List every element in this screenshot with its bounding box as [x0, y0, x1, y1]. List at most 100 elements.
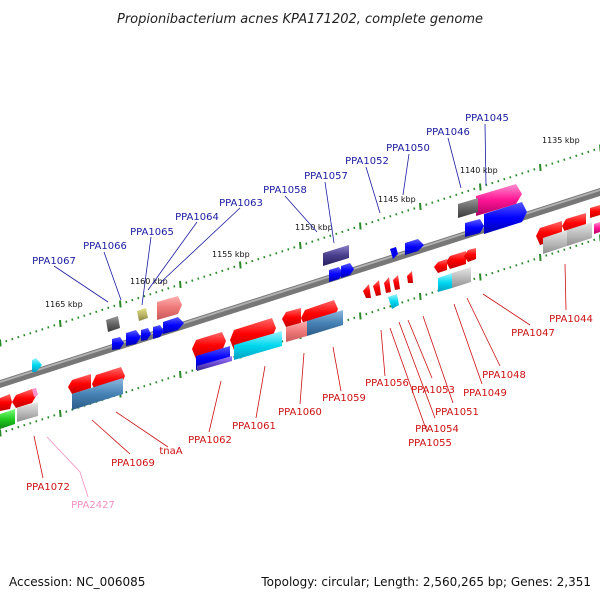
gene-PPA2427[interactable] [17, 402, 38, 422]
inner-tick [563, 248, 566, 251]
gene-PPA1055[interactable] [373, 280, 381, 296]
label-PPA1069[interactable]: PPA1069 [111, 458, 155, 469]
label-PPA1062[interactable]: PPA1062 [188, 435, 232, 446]
outer-tick [371, 220, 374, 224]
gene-PPA1060[interactable] [282, 308, 301, 327]
gene-block-cyan-1049[interactable] [438, 273, 452, 292]
reverse-strand-features [0, 213, 592, 429]
gene-block-red-1049b[interactable] [434, 259, 447, 273]
gene-block-right-edge-pink[interactable] [594, 222, 600, 234]
inner-tick [401, 301, 404, 304]
gene-block-blue-1066[interactable] [126, 330, 141, 346]
inner-tick [491, 271, 494, 275]
label-tnaA[interactable]: tnaA [159, 446, 182, 457]
outer-tick [125, 300, 128, 304]
label-PPA1066[interactable]: PPA1066 [83, 241, 127, 252]
label-PPA1061[interactable]: PPA1061 [232, 421, 276, 432]
gene-PPA1045[interactable] [476, 184, 522, 216]
label-PPA1063[interactable]: PPA1063 [219, 198, 263, 209]
gene-block-blue-1065[interactable] [153, 325, 164, 339]
label-PPA1067[interactable]: PPA1067 [32, 256, 76, 267]
gene-block-steel-1059[interactable] [307, 310, 343, 336]
inner-tick [473, 277, 476, 281]
gene-PPA1066[interactable] [106, 316, 120, 332]
outer-tick [509, 176, 512, 179]
gene-PPA1067[interactable] [112, 337, 124, 350]
gene-PPA1053[interactable] [393, 275, 400, 290]
label-PPA1059[interactable]: PPA1059 [322, 393, 366, 404]
label-PPA1058[interactable]: PPA1058 [263, 185, 307, 196]
inner-tick [407, 299, 410, 302]
gene-block-blue-1057a[interactable] [329, 267, 343, 282]
inner-tick [521, 262, 524, 265]
gene-block-right-edge-red[interactable] [590, 205, 600, 218]
gene-block-gray-1044[interactable] [543, 230, 567, 254]
inner-tick [23, 423, 26, 427]
gene-PPA1051[interactable] [407, 271, 413, 283]
label-PPA1052[interactable]: PPA1052 [345, 156, 389, 167]
inner-tick [65, 410, 68, 413]
gene-block-green-left[interactable] [0, 409, 15, 429]
inner-tick [161, 379, 164, 382]
gene-block-gray-1047[interactable] [567, 222, 592, 246]
label-PPA1072[interactable]: PPA1072 [26, 482, 70, 493]
gene-block-blue-right[interactable] [484, 202, 527, 234]
outer-tick [389, 215, 392, 218]
outer-tick [167, 287, 170, 290]
gene-PPA1069[interactable] [68, 374, 91, 394]
label-PPA1049[interactable]: PPA1049 [463, 388, 507, 399]
scale-label-1160: 1160 kbp [130, 277, 168, 286]
gene-PPA1052[interactable] [390, 247, 398, 259]
gene-block-blue-1065b[interactable] [141, 328, 151, 341]
label-PPA2427[interactable]: PPA2427 [71, 500, 115, 511]
outer-tick-row [0, 144, 600, 347]
gene-block-blue-1057b[interactable] [341, 263, 354, 278]
label-PPA1051[interactable]: PPA1051 [435, 407, 479, 418]
gene-block-purple-1062[interactable] [197, 356, 232, 371]
label-PPA1045[interactable]: PPA1045 [465, 113, 509, 124]
gene-block-cyan-left[interactable] [32, 358, 42, 372]
gene-PPA1050[interactable] [405, 239, 424, 255]
gene-PPA1049[interactable] [464, 248, 476, 262]
outer-tick [425, 203, 428, 206]
outer-tick [383, 216, 386, 220]
gene-PPA1046[interactable] [458, 198, 478, 218]
label-PPA1056[interactable]: PPA1056 [365, 378, 409, 389]
gene-block-pink-small-left[interactable] [32, 388, 38, 397]
gene-PPA1057[interactable] [323, 245, 349, 266]
gene-block-gray-1049[interactable] [452, 267, 471, 288]
gene-PPA1065[interactable] [137, 308, 148, 321]
label-PPA1050[interactable]: PPA1050 [386, 143, 430, 154]
gene-block-salmon-1060[interactable] [286, 321, 307, 342]
gene-PPA1061[interactable] [230, 318, 276, 350]
label-PPA1046[interactable]: PPA1046 [426, 127, 470, 138]
label-PPA1047[interactable]: PPA1047 [511, 328, 555, 339]
inner-tick [551, 252, 554, 255]
gene-block-red-left-edge[interactable] [0, 394, 12, 411]
label-PPA1048[interactable]: PPA1048 [482, 370, 526, 381]
inner-tick [503, 267, 506, 271]
label-PPA1055[interactable]: PPA1055 [408, 438, 452, 449]
gene-PPA1056[interactable] [363, 284, 371, 298]
gene-block-cyan-1061[interactable] [234, 331, 282, 360]
gene-PPA1063[interactable] [157, 296, 182, 320]
inner-tick [359, 312, 362, 320]
gene-block-steel-1069[interactable] [72, 378, 123, 410]
label-PPA1065[interactable]: PPA1065 [130, 227, 174, 238]
label-PPA1044[interactable]: PPA1044 [549, 314, 593, 325]
gene-PPA1072[interactable] [12, 389, 36, 408]
label-PPA1057[interactable]: PPA1057 [304, 171, 348, 182]
gene-block-blue-small-1046[interactable] [465, 219, 484, 237]
outer-tick [281, 250, 284, 253]
outer-tick [53, 324, 56, 327]
label-PPA1054[interactable]: PPA1054 [415, 424, 459, 435]
outer-tick [113, 304, 116, 308]
gene-PPA1064[interactable] [163, 317, 184, 334]
label-PPA1053[interactable]: PPA1053 [411, 385, 455, 396]
label-PPA1064[interactable]: PPA1064 [175, 212, 219, 223]
gene-PPA1048[interactable] [446, 251, 466, 269]
gene-PPA1054[interactable] [384, 277, 391, 293]
label-PPA1060[interactable]: PPA1060 [278, 407, 322, 418]
gene-block-cyan-1054[interactable] [388, 294, 399, 309]
